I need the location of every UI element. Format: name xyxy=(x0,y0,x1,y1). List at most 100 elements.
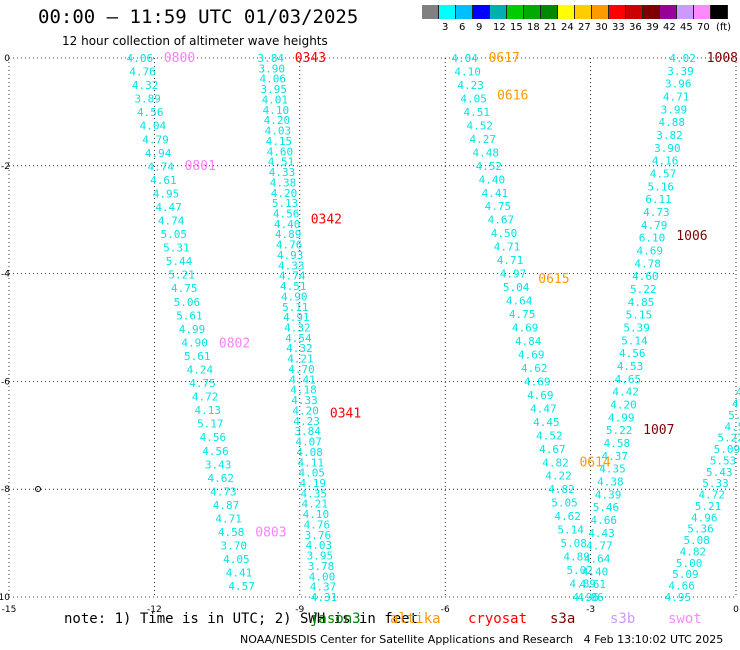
wave-height-value: 4.62 xyxy=(521,362,548,375)
wave-height-value: 4.38 xyxy=(270,176,297,189)
wave-height-value: 5.31 xyxy=(163,242,190,255)
wave-height-value: 4.75 xyxy=(485,200,512,213)
wave-height-value: 4.01 xyxy=(262,93,289,106)
legend-item-s3a: s3a xyxy=(550,611,576,627)
wave-height-value: 5.22 xyxy=(606,424,633,437)
wave-height-value: 4.43 xyxy=(588,527,615,540)
wave-height-value: 4.37 xyxy=(601,450,628,463)
wave-height-value: 4.20 xyxy=(264,114,291,127)
legend-item-cryosat: cryosat xyxy=(468,611,528,627)
wave-height-value: 3.96 xyxy=(665,78,692,91)
wave-height-value: 4.56 xyxy=(200,431,227,444)
wave-height-value: 4.00 xyxy=(309,570,336,583)
wave-height-value: 4.05 xyxy=(298,467,325,480)
wave-height-value: 4.69 xyxy=(527,389,554,402)
wave-height-value: 4.79 xyxy=(142,133,169,146)
footer-note: note: 1) Time is in UTC; 2) SWH is in fe… xyxy=(64,611,419,627)
colorbar-unit: (ft) xyxy=(716,22,732,33)
wave-height-value: 4.23 xyxy=(293,415,320,428)
wave-height-value: 4.94 xyxy=(145,147,172,160)
wave-height-value: 4.18 xyxy=(290,384,317,397)
wave-height-value: 4.66 xyxy=(591,514,618,527)
wave-height-value: 4.53 xyxy=(617,360,644,373)
wave-height-value: 4.88 xyxy=(658,116,685,129)
wave-height-value: 5.05 xyxy=(551,497,578,510)
legend-item-altika: altika xyxy=(390,611,441,627)
wave-height-value: 4.08 xyxy=(296,446,323,459)
wave-height-value: 4.71 xyxy=(497,254,524,267)
colorbar-label: 39 xyxy=(646,22,659,33)
colorbar-swatch xyxy=(456,5,473,19)
wave-height-value: 4.58 xyxy=(604,437,631,450)
wave-height-value: 4.35 xyxy=(599,463,626,476)
wave-height-value: 4.32 xyxy=(286,342,313,355)
wave-height-value: 4.51 xyxy=(280,280,307,293)
colorbar-swatch xyxy=(711,5,728,19)
track-1: 4.064.764.323.894.564.044.794.944.744.61… xyxy=(127,51,287,593)
wave-height-value: 4.06 xyxy=(260,73,287,86)
x-tick-label: -3 xyxy=(586,605,595,615)
wave-height-value: 3.90 xyxy=(654,142,681,155)
wave-height-value: 5.15 xyxy=(626,309,653,322)
wave-height-value: 4.23 xyxy=(457,79,484,92)
wave-height-value: 5.21 xyxy=(168,269,195,282)
wave-height-value: 3.84 xyxy=(257,52,284,65)
wave-height-value: 5.16 xyxy=(648,180,675,193)
wave-height-value: 4.87 xyxy=(213,499,240,512)
wave-height-value: 4.96 xyxy=(691,511,718,524)
colorbar-swatch xyxy=(677,5,694,19)
pass-time-label: 0616 xyxy=(497,89,528,104)
page-title: 00:00 – 11:59 UTC 01/03/2025 xyxy=(38,6,359,28)
wave-height-value: 4.40 xyxy=(479,173,506,186)
wave-height-value: 4.74 xyxy=(279,270,306,283)
y-tick-label: -2 xyxy=(1,162,10,172)
wave-height-value: 4.04 xyxy=(140,120,167,133)
wave-height-value: 4.33 xyxy=(269,166,296,179)
wave-height-value: 4.37 xyxy=(310,581,337,594)
wave-height-value: 4.47 xyxy=(155,201,182,214)
pass-time-label: 0342 xyxy=(311,213,342,228)
wave-height-value: 5.22 xyxy=(630,283,657,296)
colorbar-swatch xyxy=(575,5,592,19)
wave-height-value: 4.42 xyxy=(612,386,639,399)
wave-height-value: 3.39 xyxy=(667,65,694,78)
wave-height-value: 4.19 xyxy=(300,477,327,490)
wave-height-value: 5.61 xyxy=(184,350,211,363)
wave-height-value: 4.45 xyxy=(533,416,560,429)
wave-height-value: 4.99 xyxy=(179,323,206,336)
wave-height-value: 4.10 xyxy=(263,104,290,117)
colorbar-swatch xyxy=(439,5,456,19)
wave-height-value: 4.75 xyxy=(171,282,198,295)
wave-height-value: 4.71 xyxy=(215,512,242,525)
wave-height-value: 5.11 xyxy=(282,301,309,314)
wave-height-value: 5.2 xyxy=(728,409,740,422)
wave-height-value: 4.76 xyxy=(304,518,331,531)
wave-height-value: 4.78 xyxy=(634,257,661,270)
wave-height-value: 4.99 xyxy=(608,411,635,424)
wave-height-value: 4.93 xyxy=(277,249,304,262)
wave-height-value: 4.90 xyxy=(181,336,208,349)
colorbar-swatch xyxy=(558,5,575,19)
wave-height-value: 5.14 xyxy=(621,334,648,347)
footer-credit: NOAA/NESDIS Center for Satellite Applica… xyxy=(240,633,724,646)
wave-height-value: 5.44 xyxy=(166,255,193,268)
wave-height-value: 4.35 xyxy=(301,487,328,500)
colorbar-label: 18 xyxy=(527,22,540,33)
pass-time-label: 0615 xyxy=(538,272,569,287)
wave-height-value: 4.69 xyxy=(524,375,551,388)
wave-height-value: 4.06 xyxy=(127,52,154,65)
y-tick-label: -6 xyxy=(1,377,10,387)
wave-height-value: 4.10 xyxy=(454,65,481,78)
wave-height-value: 5.39 xyxy=(623,322,650,335)
wave-height-value: 4.57 xyxy=(650,168,677,181)
wave-height-value: 4.20 xyxy=(292,404,319,417)
legend-item-jason3: jason3 xyxy=(310,611,361,627)
wave-height-value: 4.77 xyxy=(586,540,613,553)
colorbar-label: 6 xyxy=(459,22,466,33)
wave-height-value: 4.74 xyxy=(147,160,174,173)
wave-height-value: 4.75 xyxy=(189,377,216,390)
wave-height-value: 4.21 xyxy=(302,498,329,511)
colorbar-swatch xyxy=(490,5,507,19)
wave-height-value: 4.62 xyxy=(554,510,581,523)
colorbar-label: 70 xyxy=(697,22,710,33)
